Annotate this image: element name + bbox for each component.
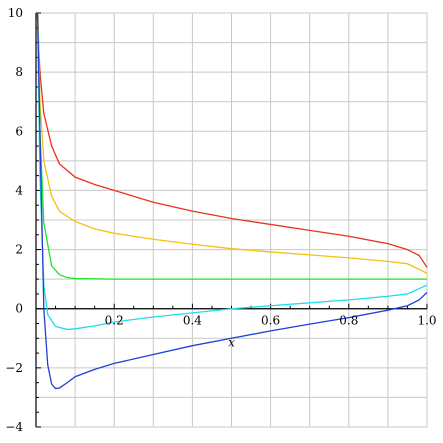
tick-labels: 0.2 0.4 0.6 0.8 1.0 −4 −2 0 2 4 6 8 10: [5, 6, 436, 434]
series-group: [36, 12, 428, 390]
x-tick-label: 0.6: [261, 314, 280, 328]
x-tick-label: 0.4: [183, 314, 202, 328]
y-tick-label: 4: [15, 183, 23, 197]
y-tick-label: 6: [15, 124, 23, 138]
y-tick-label: 0: [15, 302, 23, 316]
series-line-2: [37, 12, 428, 274]
x-tick-label: 0.8: [339, 314, 358, 328]
y-tick-label: 8: [15, 65, 23, 79]
x-tick-label: 1.0: [417, 314, 436, 328]
x-tick-label: 0.2: [105, 314, 124, 328]
y-tick-label: −4: [5, 420, 23, 434]
series-line-5: [36, 12, 428, 390]
x-axis-label: x: [228, 336, 235, 350]
y-tick-label: 10: [8, 6, 23, 20]
y-tick-label: −2: [5, 361, 23, 375]
series-line-1: [36, 12, 428, 268]
y-tick-label: 2: [15, 243, 23, 257]
series-line-3: [36, 12, 427, 280]
series-line-4: [36, 12, 428, 331]
